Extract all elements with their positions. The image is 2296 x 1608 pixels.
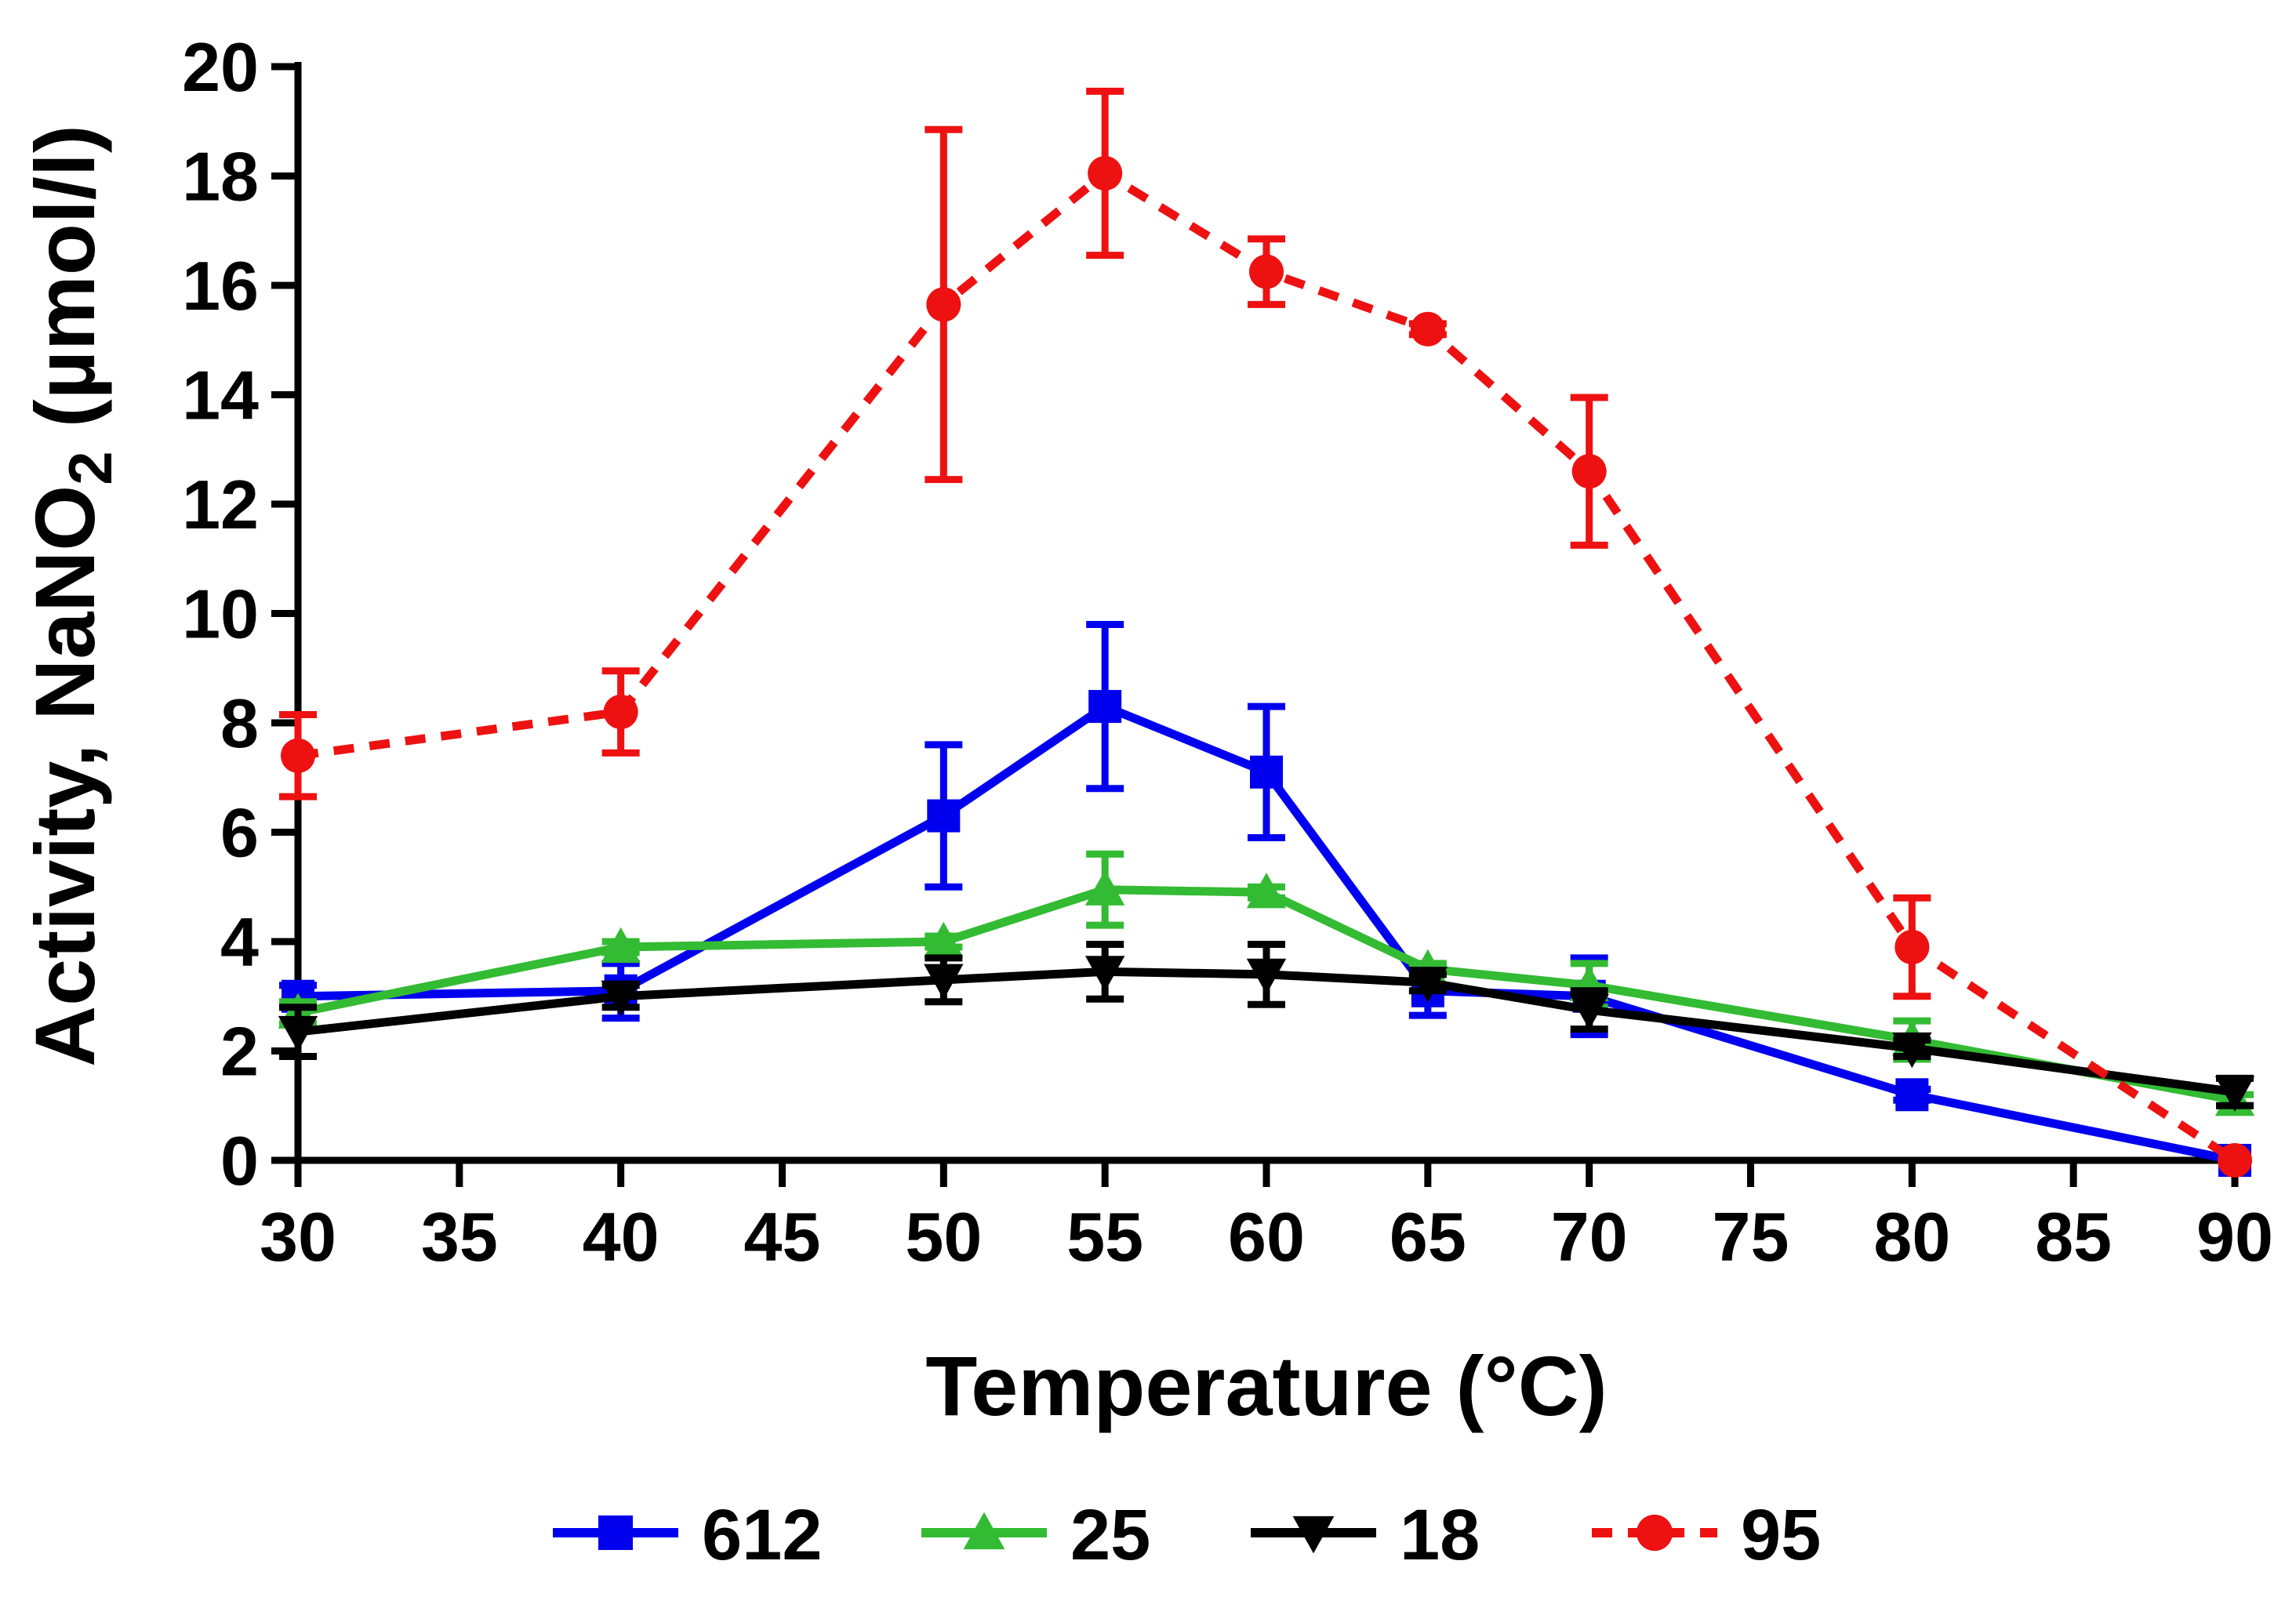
legend-marker xyxy=(598,1515,633,1550)
axes: 0 2 4 6 8 10 12 14 16 18 20 30 35 40 45 50 55 60 65 70 75 80 8… xyxy=(182,28,2273,1276)
legend-item-95: 95 xyxy=(1592,1495,1821,1575)
x-tick-label: 55 xyxy=(1066,1198,1143,1276)
x-tick-label: 90 xyxy=(2196,1198,2273,1276)
x-axis-title: Temperature (°C) xyxy=(925,1338,1607,1433)
legend: 612 25 18 95 xyxy=(553,1495,1821,1575)
y-tick-label: 16 xyxy=(182,247,259,325)
y-axis-title: Activity, NaNO2 (µmol/l) xyxy=(17,125,125,1067)
data-point xyxy=(603,695,638,730)
legend-label: 95 xyxy=(1741,1495,1821,1575)
legend-item-612: 612 xyxy=(553,1495,823,1575)
x-tick-label: 80 xyxy=(1873,1198,1950,1276)
legend-label: 612 xyxy=(702,1495,823,1575)
x-tick-label: 60 xyxy=(1228,1198,1305,1276)
data-point xyxy=(280,738,316,773)
data-point xyxy=(2217,1142,2253,1178)
y-tick-label: 20 xyxy=(182,28,259,106)
x-tick-label: 30 xyxy=(260,1198,336,1276)
y-tick-label: 14 xyxy=(182,357,259,434)
legend-label: 18 xyxy=(1400,1495,1480,1575)
plot-area xyxy=(278,87,2255,1178)
data-point xyxy=(601,980,641,1016)
x-tick-label: 65 xyxy=(1390,1198,1466,1276)
x-tick-label: 35 xyxy=(421,1198,498,1276)
data-point xyxy=(1088,155,1123,191)
x-tick-label: 85 xyxy=(2035,1198,2112,1276)
data-point xyxy=(926,287,961,322)
data-point xyxy=(1084,869,1125,906)
y-tick-label: 4 xyxy=(220,903,259,981)
legend-marker xyxy=(1636,1514,1673,1552)
legend-marker xyxy=(963,1512,1005,1550)
data-point xyxy=(2214,1076,2255,1113)
data-point xyxy=(278,1015,318,1052)
data-point xyxy=(1408,967,1448,1003)
data-point xyxy=(1084,956,1125,992)
y-tick-label: 10 xyxy=(182,575,259,653)
data-point xyxy=(927,799,961,833)
data-point xyxy=(924,964,964,1000)
series-18 xyxy=(278,940,2255,1113)
data-point xyxy=(1246,873,1287,909)
x-tick-label: 45 xyxy=(744,1198,821,1276)
data-point xyxy=(1246,958,1287,995)
y-tick-label: 6 xyxy=(220,794,259,872)
series-612 xyxy=(279,620,2251,1177)
x-tick-label: 70 xyxy=(1551,1198,1628,1276)
x-tick-label: 50 xyxy=(905,1198,982,1276)
legend-marker xyxy=(1292,1515,1335,1554)
series-line xyxy=(297,169,2238,1164)
legend-item-18: 18 xyxy=(1251,1495,1480,1575)
data-point xyxy=(1248,254,1284,289)
data-point xyxy=(1569,994,1609,1030)
data-point xyxy=(1895,1078,1929,1112)
y-tick-label: 12 xyxy=(182,466,259,543)
data-point xyxy=(924,921,964,958)
data-point xyxy=(601,927,641,964)
data-point xyxy=(1892,1032,1932,1069)
y-tick-label: 8 xyxy=(220,684,259,762)
data-point xyxy=(1571,454,1607,489)
x-tick-label: 40 xyxy=(583,1198,659,1276)
series-95 xyxy=(279,87,2253,1178)
data-point xyxy=(1088,690,1122,724)
y-tick-label: 0 xyxy=(220,1122,259,1200)
legend-label: 25 xyxy=(1070,1495,1150,1575)
data-point xyxy=(1895,929,1930,965)
y-tick-label: 18 xyxy=(182,138,259,216)
y-tick-label: 2 xyxy=(220,1013,259,1091)
legend-item-25: 25 xyxy=(921,1495,1150,1575)
data-point xyxy=(1250,755,1283,789)
data-point xyxy=(1410,311,1445,347)
x-tick-label: 75 xyxy=(1713,1198,1789,1276)
